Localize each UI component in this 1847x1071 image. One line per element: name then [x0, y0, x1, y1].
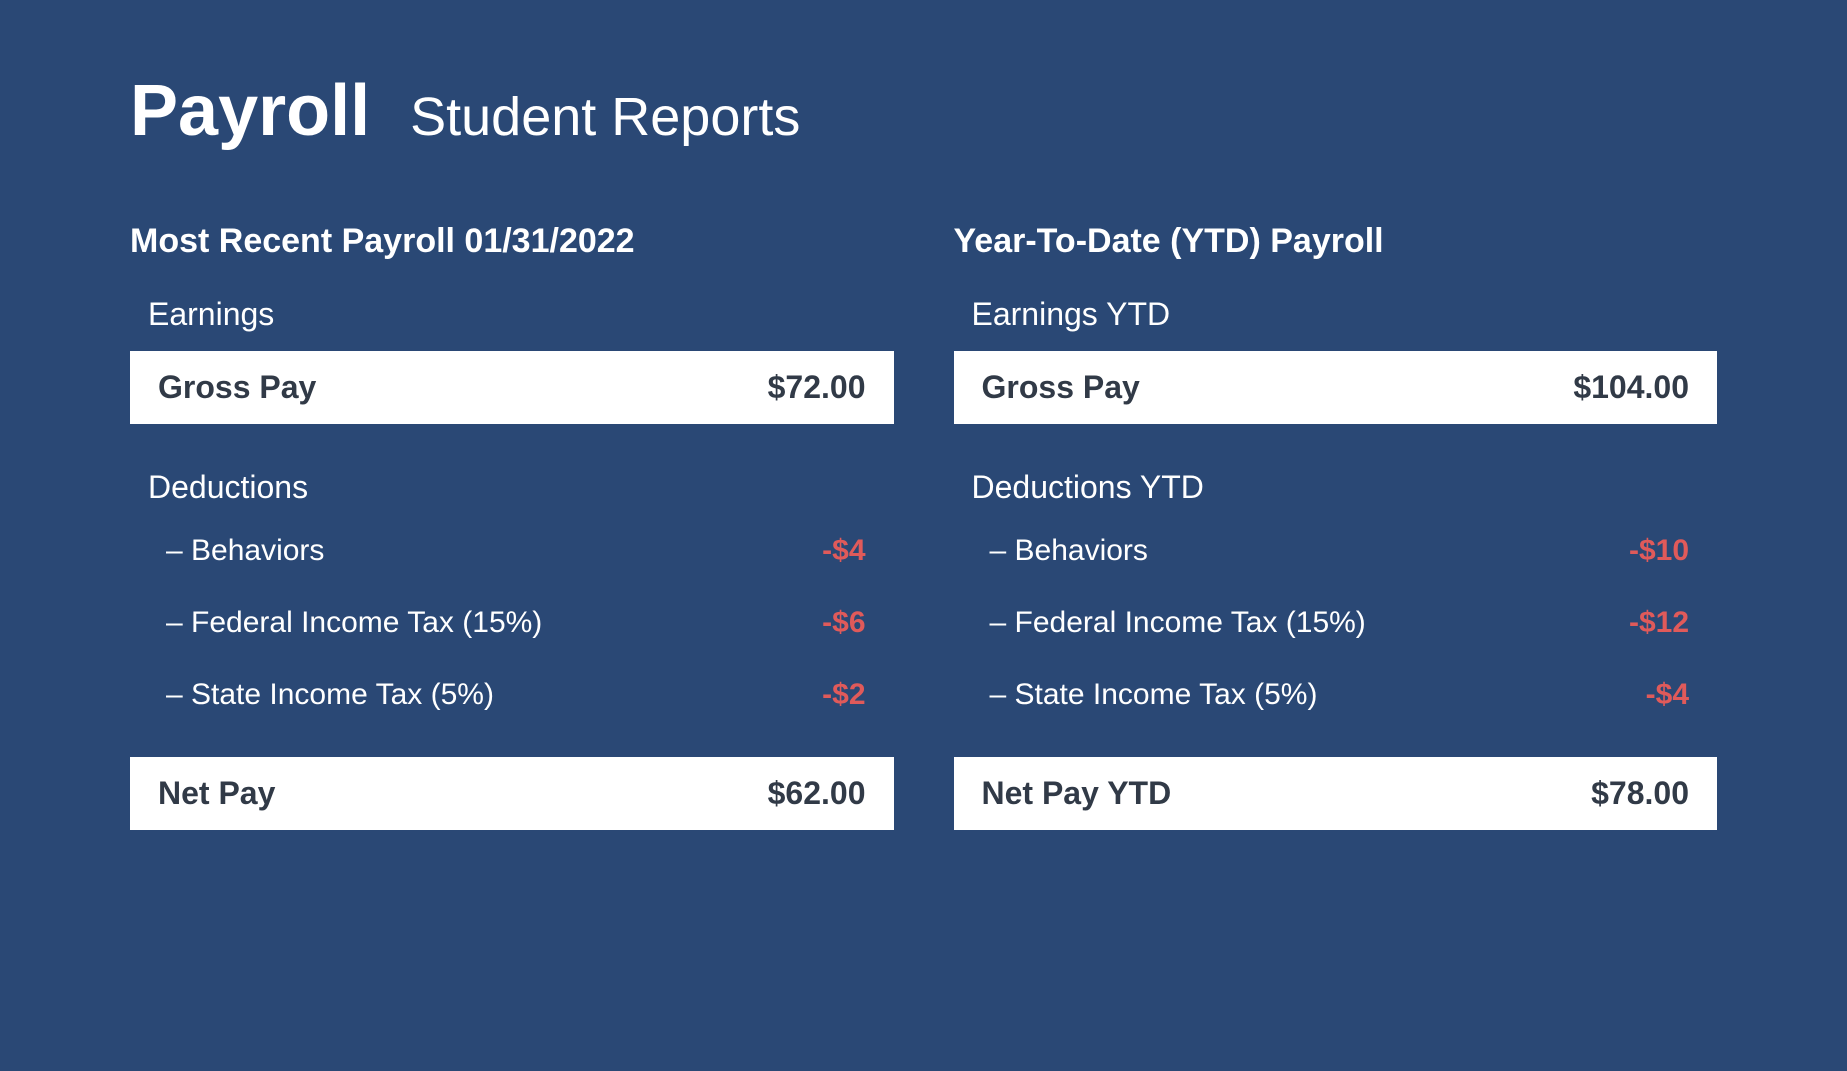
ytd-payroll-column: Year-To-Date (YTD) Payroll Earnings YTD … [954, 222, 1718, 830]
page-header: Payroll Student Reports [130, 70, 1717, 152]
deduction-row: – Federal Income Tax (15%) -$12 [954, 596, 1718, 650]
deduction-label: – Behaviors [990, 534, 1148, 568]
page-subtitle: Student Reports [410, 86, 800, 148]
deduction-value: -$4 [822, 534, 865, 568]
deduction-row: – Behaviors -$10 [954, 524, 1718, 578]
ytd-section-title: Year-To-Date (YTD) Payroll [954, 222, 1718, 261]
recent-net-pay-label: Net Pay [158, 775, 275, 812]
columns-container: Most Recent Payroll 01/31/2022 Earnings … [130, 222, 1717, 830]
ytd-net-pay-value: $78.00 [1591, 775, 1689, 812]
deduction-row: – Federal Income Tax (15%) -$6 [130, 596, 894, 650]
deduction-label: – Behaviors [166, 534, 324, 568]
ytd-deductions-label: Deductions YTD [972, 469, 1718, 506]
recent-deductions-label: Deductions [148, 469, 894, 506]
deduction-label: – State Income Tax (5%) [166, 678, 494, 712]
deduction-row: – Behaviors -$4 [130, 524, 894, 578]
ytd-gross-pay-row: Gross Pay $104.00 [954, 351, 1718, 424]
deduction-value: -$6 [822, 606, 865, 640]
recent-gross-pay-value: $72.00 [768, 369, 866, 406]
ytd-gross-pay-label: Gross Pay [982, 369, 1140, 406]
deduction-value: -$10 [1629, 534, 1689, 568]
deduction-row: – State Income Tax (5%) -$2 [130, 668, 894, 722]
deduction-row: – State Income Tax (5%) -$4 [954, 668, 1718, 722]
recent-net-pay-value: $62.00 [768, 775, 866, 812]
deduction-value: -$4 [1646, 678, 1689, 712]
deduction-label: – Federal Income Tax (15%) [990, 606, 1366, 640]
deduction-value: -$12 [1629, 606, 1689, 640]
ytd-net-pay-row: Net Pay YTD $78.00 [954, 757, 1718, 830]
recent-gross-pay-label: Gross Pay [158, 369, 316, 406]
deduction-label: – Federal Income Tax (15%) [166, 606, 542, 640]
recent-section-title: Most Recent Payroll 01/31/2022 [130, 222, 894, 261]
recent-payroll-column: Most Recent Payroll 01/31/2022 Earnings … [130, 222, 894, 830]
deduction-label: – State Income Tax (5%) [990, 678, 1318, 712]
ytd-gross-pay-value: $104.00 [1573, 369, 1689, 406]
page-title: Payroll [130, 70, 370, 152]
ytd-earnings-label: Earnings YTD [972, 296, 1718, 333]
ytd-deductions-list: – Behaviors -$10 – Federal Income Tax (1… [954, 524, 1718, 722]
recent-earnings-label: Earnings [148, 296, 894, 333]
recent-deductions-list: – Behaviors -$4 – Federal Income Tax (15… [130, 524, 894, 722]
recent-net-pay-row: Net Pay $62.00 [130, 757, 894, 830]
recent-gross-pay-row: Gross Pay $72.00 [130, 351, 894, 424]
ytd-net-pay-label: Net Pay YTD [982, 775, 1172, 812]
deduction-value: -$2 [822, 678, 865, 712]
